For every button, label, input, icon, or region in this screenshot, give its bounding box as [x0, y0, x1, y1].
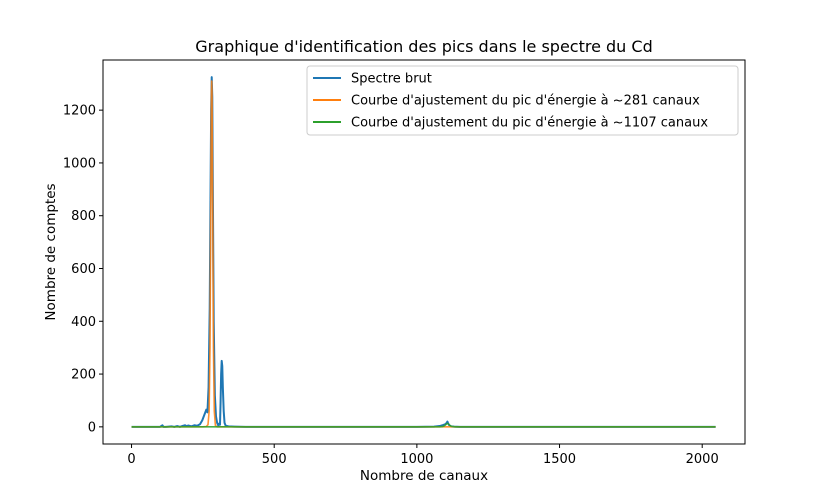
y-tick-label: 1000: [63, 156, 96, 171]
x-tick-label: 0: [127, 452, 135, 467]
series-line-0: [131, 76, 716, 428]
y-tick-label: 800: [71, 209, 96, 224]
legend-label-2: Courbe d'ajustement du pic d'énergie à ~…: [351, 116, 708, 131]
y-tick-label: 1200: [63, 104, 96, 119]
x-tick-label: 1500: [543, 452, 576, 467]
y-tick-label: 400: [71, 315, 96, 330]
x-axis: 0 500 1000 1500 2000: [127, 444, 719, 467]
y-tick-label: 0: [88, 420, 96, 435]
x-tick-label: 1000: [400, 452, 433, 467]
y-axis: 0 200 400 600 800 1000 1200: [63, 104, 103, 435]
plot-series: [131, 76, 716, 428]
legend-box: [306, 65, 739, 136]
x-tick-label: 2000: [686, 452, 719, 467]
plot-area-frame: [102, 59, 746, 445]
legend-label-1: Courbe d'ajustement du pic d'énergie à ~…: [351, 94, 700, 109]
chart-title: Graphique d'identification des pics dans…: [195, 37, 652, 56]
y-tick-label: 200: [71, 368, 96, 383]
x-axis-label: Nombre de canaux: [360, 468, 488, 484]
y-axis-label: Nombre de comptes: [43, 183, 59, 320]
x-tick-label: 500: [262, 452, 287, 467]
legend: Spectre brut Courbe d'ajustement du pic d…: [306, 65, 739, 136]
y-tick-label: 600: [71, 262, 96, 277]
series-line-1: [131, 80, 716, 428]
legend-label-0: Spectre brut: [351, 72, 432, 87]
series-line-2: [131, 422, 716, 428]
